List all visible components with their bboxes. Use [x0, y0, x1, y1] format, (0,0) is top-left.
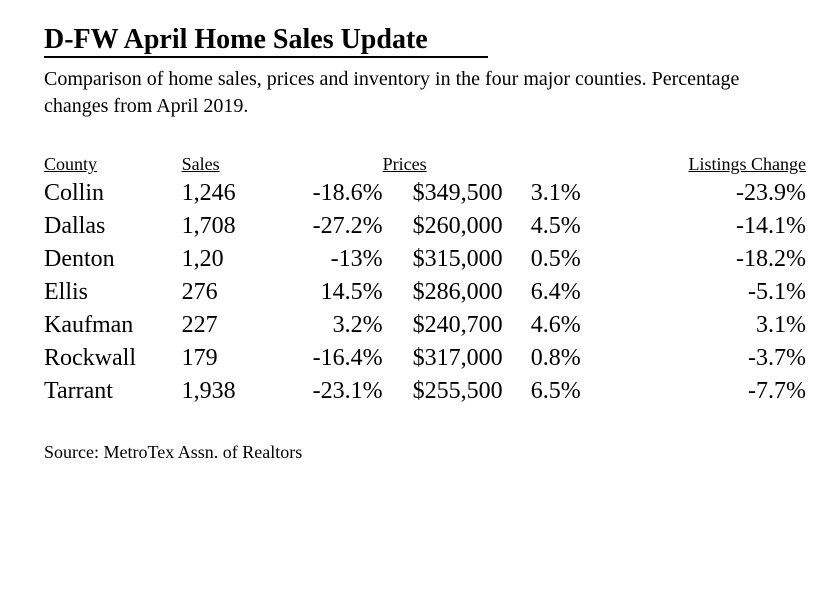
table-row: Kaufman2273.2%$240,7004.6%3.1%: [44, 309, 806, 342]
cell-price-chg: 0.8%: [531, 342, 621, 375]
cell-listings-chg: -14.1%: [621, 210, 806, 243]
cell-listings-chg: -7.7%: [621, 375, 806, 408]
source-line: Source: MetroTex Assn. of Realtors: [44, 442, 806, 463]
cell-listings-chg: -5.1%: [621, 276, 806, 309]
cell-sales-chg: -27.2%: [272, 210, 383, 243]
cell-sales-chg: -23.1%: [272, 375, 383, 408]
cell-sales-chg: -16.4%: [272, 342, 383, 375]
cell-sales: 276: [182, 276, 272, 309]
cell-county: Tarrant: [44, 375, 182, 408]
cell-price-chg: 6.4%: [531, 276, 621, 309]
cell-listings-chg: 3.1%: [621, 309, 806, 342]
cell-sales-chg: -13%: [272, 243, 383, 276]
cell-sales: 1,708: [182, 210, 272, 243]
cell-price: $286,000: [383, 276, 531, 309]
table-row: Collin1,246-18.6%$349,5003.1%-23.9%: [44, 177, 806, 210]
page-title: D-FW April Home Sales Update: [44, 24, 488, 58]
sales-table: County Sales Prices Listings Change Coll…: [44, 154, 806, 408]
cell-price: $315,000: [383, 243, 531, 276]
cell-county: Collin: [44, 177, 182, 210]
table-row: Ellis27614.5%$286,0006.4%-5.1%: [44, 276, 806, 309]
cell-price: $260,000: [383, 210, 531, 243]
cell-price: $240,700: [383, 309, 531, 342]
cell-sales: 1,938: [182, 375, 272, 408]
sales-table-wrap: County Sales Prices Listings Change Coll…: [44, 154, 806, 408]
cell-price-chg: 0.5%: [531, 243, 621, 276]
cell-county: Ellis: [44, 276, 182, 309]
col-header-sales: Sales: [182, 154, 383, 177]
cell-county: Kaufman: [44, 309, 182, 342]
table-row: Tarrant1,938-23.1%$255,5006.5%-7.7%: [44, 375, 806, 408]
cell-county: Dallas: [44, 210, 182, 243]
table-row: Dallas1,708-27.2%$260,0004.5%-14.1%: [44, 210, 806, 243]
table-row: Denton1,20-13%$315,0000.5%-18.2%: [44, 243, 806, 276]
cell-sales-chg: 14.5%: [272, 276, 383, 309]
content-frame: D-FW April Home Sales Update Comparison …: [44, 24, 806, 463]
table-header-row: County Sales Prices Listings Change: [44, 154, 806, 177]
cell-county: Rockwall: [44, 342, 182, 375]
cell-price: $317,000: [383, 342, 531, 375]
cell-price-chg: 4.6%: [531, 309, 621, 342]
col-header-prices: Prices: [383, 154, 621, 177]
cell-listings-chg: -18.2%: [621, 243, 806, 276]
col-header-listings: Listings Change: [621, 154, 806, 177]
cell-sales-chg: 3.2%: [272, 309, 383, 342]
col-header-county: County: [44, 154, 182, 177]
cell-county: Denton: [44, 243, 182, 276]
cell-sales: 179: [182, 342, 272, 375]
cell-price-chg: 3.1%: [531, 177, 621, 210]
cell-listings-chg: -3.7%: [621, 342, 806, 375]
cell-price-chg: 6.5%: [531, 375, 621, 408]
cell-sales: 227: [182, 309, 272, 342]
cell-sales-chg: -18.6%: [272, 177, 383, 210]
table-row: Rockwall179-16.4%$317,0000.8%-3.7%: [44, 342, 806, 375]
cell-price: $349,500: [383, 177, 531, 210]
cell-price-chg: 4.5%: [531, 210, 621, 243]
cell-sales: 1,246: [182, 177, 272, 210]
page-subtitle: Comparison of home sales, prices and inv…: [44, 66, 806, 120]
cell-price: $255,500: [383, 375, 531, 408]
cell-sales: 1,20: [182, 243, 272, 276]
cell-listings-chg: -23.9%: [621, 177, 806, 210]
